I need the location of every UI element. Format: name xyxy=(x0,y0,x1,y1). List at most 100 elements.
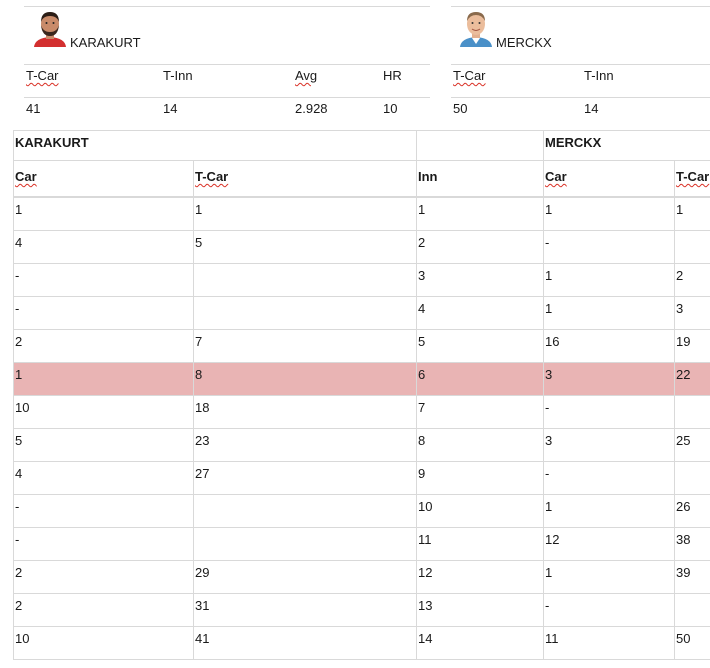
group-label-karakurt: KARAKURT xyxy=(15,135,89,150)
cell-inn: 2 xyxy=(418,235,426,250)
cell-tcar-karakurt: 1 xyxy=(195,202,203,217)
cell-car-merckx: 1 xyxy=(545,268,553,283)
divider xyxy=(451,6,710,7)
divider xyxy=(24,97,430,98)
stat-header-tcar: T-Car xyxy=(453,68,486,83)
cell-car-karakurt: - xyxy=(15,268,20,283)
cell-tcar-merckx: 39 xyxy=(676,565,691,580)
cell-inn: 5 xyxy=(418,334,426,349)
stat-header-tcar: T-Car xyxy=(26,68,59,83)
table-row-divider xyxy=(13,362,710,363)
cell-inn: 8 xyxy=(418,433,426,448)
cell-tcar-merckx: 25 xyxy=(676,433,691,448)
cell-car-karakurt: - xyxy=(15,301,20,316)
stat-value-hr: 10 xyxy=(383,101,398,116)
highlighted-row xyxy=(13,362,710,395)
column-divider xyxy=(674,160,675,659)
player-avatar-karakurt xyxy=(33,9,67,47)
cell-tcar-karakurt: 31 xyxy=(195,598,210,613)
cell-car-merckx: 3 xyxy=(545,433,553,448)
cell-inn: 10 xyxy=(418,499,433,514)
table-row-divider xyxy=(13,560,710,561)
cell-tcar-merckx: 38 xyxy=(676,532,691,547)
divider xyxy=(24,64,430,65)
cell-tcar-merckx: 50 xyxy=(676,631,691,646)
table-row-divider xyxy=(13,461,710,462)
divider xyxy=(24,6,430,7)
avatar-photo-icon xyxy=(460,12,492,47)
table-row-divider xyxy=(13,296,710,297)
cell-tcar-karakurt: 7 xyxy=(195,334,203,349)
cell-car-merckx: - xyxy=(545,400,550,415)
stat-value-tcar: 41 xyxy=(26,101,41,116)
cell-tcar-karakurt: 8 xyxy=(195,367,203,382)
stat-value-tcar: 50 xyxy=(453,101,468,116)
stat-value-tinn: 14 xyxy=(584,101,599,116)
column-divider xyxy=(416,130,417,659)
cell-car-merckx: 1 xyxy=(545,301,553,316)
table-row-divider xyxy=(13,395,710,396)
cell-inn: 4 xyxy=(418,301,426,316)
player-name-merckx: MERCKX xyxy=(496,35,552,50)
cell-car-merckx: - xyxy=(545,235,550,250)
stat-value-avg: 2.928 xyxy=(295,101,328,116)
cell-car-karakurt: 10 xyxy=(15,400,30,415)
cell-inn: 7 xyxy=(418,400,426,415)
column-header-tcar-merckx: T-Car xyxy=(676,169,710,184)
player-avatar-merckx xyxy=(459,9,493,47)
cell-car-merckx: 1 xyxy=(545,499,553,514)
cell-car-merckx: 12 xyxy=(545,532,560,547)
cell-tcar-karakurt: 29 xyxy=(195,565,210,580)
cell-inn: 14 xyxy=(418,631,433,646)
divider xyxy=(451,64,710,65)
cell-car-merckx: 11 xyxy=(545,631,559,646)
column-header-tcar-karakurt: T-Car xyxy=(195,169,229,184)
table-row-divider xyxy=(13,494,710,495)
cell-tcar-merckx: 22 xyxy=(676,367,691,382)
table-row-divider xyxy=(13,329,710,330)
cell-car-karakurt: 4 xyxy=(15,235,23,250)
cell-tcar-karakurt: 27 xyxy=(195,466,210,481)
cell-car-karakurt: 2 xyxy=(15,565,23,580)
table-header-divider xyxy=(13,196,710,198)
cell-inn: 6 xyxy=(418,367,426,382)
cell-car-merckx: 1 xyxy=(545,202,553,217)
cell-inn: 12 xyxy=(418,565,433,580)
table-row-divider xyxy=(13,230,710,231)
cell-car-karakurt: 10 xyxy=(15,631,30,646)
divider xyxy=(451,97,710,98)
cell-car-merckx: - xyxy=(545,466,550,481)
stat-header-tinn: T-Inn xyxy=(163,68,193,83)
cell-inn: 9 xyxy=(418,466,426,481)
column-header-car-merckx: Car xyxy=(545,169,567,184)
cell-tcar-merckx: 3 xyxy=(676,301,684,316)
column-divider xyxy=(193,160,194,659)
table-border-left xyxy=(13,130,14,659)
stat-value-tinn: 14 xyxy=(163,101,178,116)
table-row-divider xyxy=(13,593,710,594)
cell-car-karakurt: 5 xyxy=(15,433,23,448)
table-row-divider xyxy=(13,659,710,660)
cell-tcar-merckx: 26 xyxy=(676,499,691,514)
cell-car-karakurt: 1 xyxy=(15,202,23,217)
column-header-inn: Inn xyxy=(418,169,438,184)
cell-car-karakurt: 2 xyxy=(15,334,23,349)
cell-tcar-merckx: 19 xyxy=(676,334,691,349)
column-header-car-karakurt: Car xyxy=(15,169,37,184)
cell-car-karakurt: - xyxy=(15,499,20,514)
stat-header-avg: Avg xyxy=(295,68,318,83)
cell-car-merckx: 1 xyxy=(545,565,553,580)
table-row-divider xyxy=(13,263,710,264)
cell-car-merckx: 16 xyxy=(545,334,560,349)
column-divider xyxy=(543,130,544,659)
stat-header-tinn: T-Inn xyxy=(584,68,614,83)
cell-tcar-karakurt: 18 xyxy=(195,400,210,415)
cell-tcar-karakurt: 41 xyxy=(195,631,210,646)
cell-tcar-karakurt: 5 xyxy=(195,235,203,250)
stat-header-hr: HR xyxy=(383,68,402,83)
cell-inn: 3 xyxy=(418,268,426,283)
cell-car-karakurt: 4 xyxy=(15,466,23,481)
cell-car-karakurt: 2 xyxy=(15,598,23,613)
cell-car-merckx: 3 xyxy=(545,367,553,382)
cell-inn: 1 xyxy=(418,202,426,217)
